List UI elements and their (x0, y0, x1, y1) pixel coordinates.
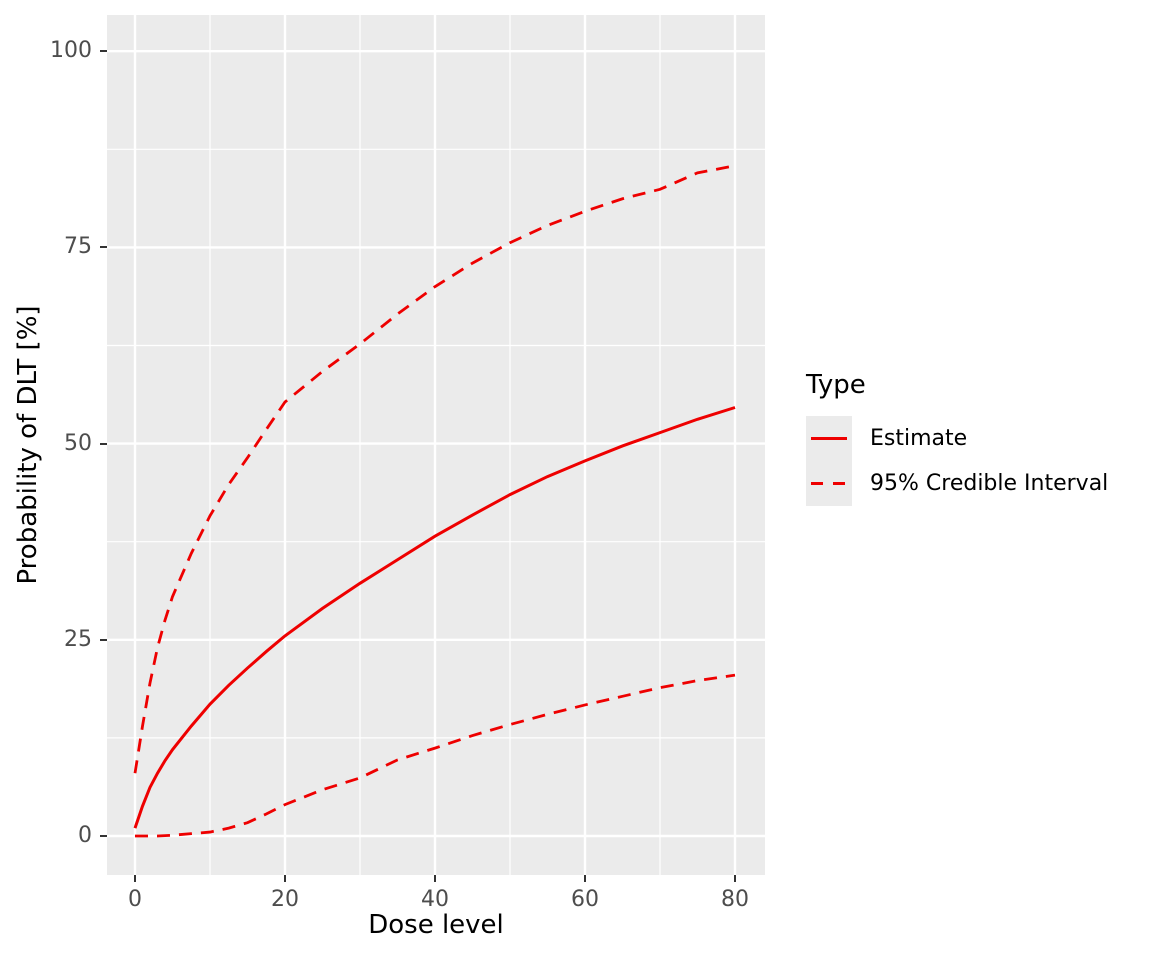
x-tick-label: 40 (421, 887, 449, 912)
x-axis-title: Dose level (368, 910, 504, 940)
x-tick-mark (284, 875, 286, 882)
legend-item-credible-interval: 95% Credible Interval (806, 461, 1108, 506)
y-tick-mark (100, 638, 107, 641)
legend-label-estimate: Estimate (870, 426, 968, 451)
legend-key-solid-line-icon (806, 416, 852, 461)
y-tick-mark (100, 246, 107, 249)
x-tick-label: 20 (271, 887, 299, 912)
y-tick-mark (100, 442, 107, 445)
x-tick-label: 60 (571, 887, 599, 912)
y-tick-mark (100, 835, 107, 837)
x-tick-mark (134, 875, 136, 882)
y-tick-label: 75 (64, 234, 92, 260)
y-tick-label: 0 (78, 823, 92, 848)
x-tick-mark (734, 875, 736, 882)
x-tick-label: 80 (721, 887, 749, 912)
plot-canvas (107, 15, 765, 875)
series-line-95-credible-interval-upper- (133, 164, 736, 774)
legend: Type Estimate 95% Credible Interval (806, 370, 1108, 506)
plot-panel (107, 15, 765, 875)
x-tick-mark (584, 875, 586, 882)
legend-label-credible-interval: 95% Credible Interval (870, 471, 1109, 496)
legend-title: Type (806, 370, 866, 400)
x-tick-label: 0 (128, 887, 142, 912)
y-axis-title: Probability of DLT [%] (13, 305, 43, 585)
series-line-95-credible-interval-lower- (135, 673, 736, 838)
x-tick-mark (434, 875, 436, 882)
y-tick-mark (100, 50, 107, 53)
legend-item-estimate: Estimate (806, 416, 1108, 461)
series-line-estimate (133, 406, 736, 829)
y-tick-label: 50 (64, 430, 92, 456)
y-tick-label: 25 (64, 626, 92, 652)
y-tick-label: 100 (50, 38, 92, 64)
legend-key-dashed-line-icon (806, 461, 852, 506)
